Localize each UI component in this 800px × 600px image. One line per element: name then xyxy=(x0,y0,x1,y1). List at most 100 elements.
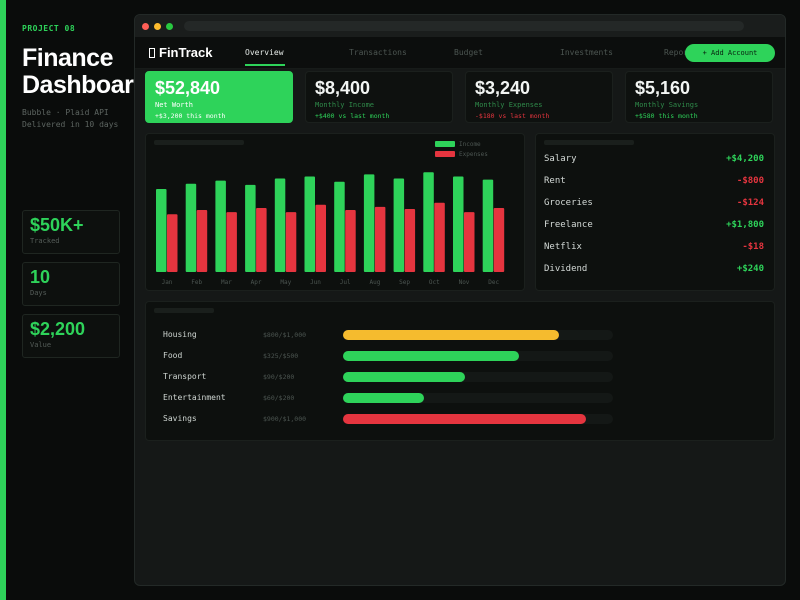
maximize-window-button[interactable] xyxy=(166,22,173,30)
title-line-2: Dashboard xyxy=(22,71,149,99)
promo-column: PROJECT 08 Finance Dashboard Bubble · Pl… xyxy=(22,24,149,131)
budget-panel: Housing $800/$1,000 Food $325/$500 Transport… xyxy=(145,301,775,441)
bar-income-jul[interactable] xyxy=(334,181,345,272)
bar-expenses-jan[interactable] xyxy=(167,214,178,272)
budget-amount: $800/$1,000 xyxy=(263,331,307,339)
stat-card-days: 10 Days xyxy=(22,262,120,306)
bar-income-jan[interactable] xyxy=(156,189,167,272)
x-tick-label-nov: Nov xyxy=(459,279,470,286)
bar-income-feb[interactable] xyxy=(185,183,197,272)
bar-expenses-feb[interactable] xyxy=(196,210,208,272)
bar-expenses-aug[interactable] xyxy=(374,206,386,272)
transaction-row-groceries[interactable]: Groceries -$124 xyxy=(544,198,764,208)
legend-label-income: Income xyxy=(459,140,481,148)
budget-amount: $900/$1,000 xyxy=(263,415,307,423)
kpi-value: $52,840 xyxy=(155,78,221,98)
nav-tab-reports[interactable]: Reports xyxy=(664,48,698,57)
bar-income-mar[interactable] xyxy=(215,180,226,272)
top-navbar: FinTrack Overview Transactions Budget In… xyxy=(135,37,785,69)
income-expenses-chart-panel: Income Expenses Jan Feb Mar Apr May Jun Jul Aug… xyxy=(145,133,525,291)
budget-row-transport[interactable]: Transport $90/$200 xyxy=(163,371,613,383)
x-tick-label-jul: Jul xyxy=(340,279,351,286)
stat-card-value: $2,200 Value xyxy=(22,314,120,358)
x-tick-label-oct: Oct xyxy=(429,279,440,286)
kpi-card-monthly-income[interactable]: $8,400 Monthly Income +$400 vs last mont… xyxy=(305,71,453,123)
subtitle: Bubble · Plaid API Delivered in 10 days xyxy=(22,107,132,131)
transaction-row-freelance[interactable]: Freelance +$1,800 xyxy=(544,220,764,230)
kpi-value: $3,240 xyxy=(475,78,531,98)
kpi-delta: +$400 vs last month xyxy=(315,112,390,120)
transaction-name: Freelance xyxy=(544,220,593,230)
nav-tab-overview[interactable]: Overview xyxy=(245,48,284,57)
bar-income-nov[interactable] xyxy=(453,176,464,272)
budget-progress-fill xyxy=(343,414,586,424)
kpi-delta: -$180 vs last month xyxy=(475,112,550,120)
kpi-delta: +$3,200 this month xyxy=(155,112,226,120)
kpi-label: Monthly Income xyxy=(315,101,375,109)
stat-value: 10 xyxy=(30,267,51,287)
add-account-button[interactable]: + Add Account xyxy=(685,44,775,62)
stat-label: Tracked xyxy=(30,237,60,245)
income-expenses-bar-chart: Jan Feb Mar Apr May Jun Jul Aug Sep Oct Nov Dec xyxy=(156,172,505,286)
minimize-window-button[interactable] xyxy=(154,22,161,30)
budget-row-housing[interactable]: Housing $800/$1,000 xyxy=(163,329,613,341)
kpi-card-monthly-expenses[interactable]: $3,240 Monthly Expenses -$180 vs last mo… xyxy=(465,71,613,123)
bar-expenses-may[interactable] xyxy=(285,212,297,272)
kpi-card-monthly-savings[interactable]: $5,160 Monthly Savings +$580 this month xyxy=(625,71,773,123)
budget-progress-fill xyxy=(343,393,424,403)
app-window: FinTrack Overview Transactions Budget In… xyxy=(134,14,786,586)
budget-progress-track xyxy=(343,330,613,340)
x-tick-label-feb: Feb xyxy=(191,279,202,286)
transaction-name: Rent xyxy=(544,176,566,186)
accent-bar xyxy=(0,0,6,600)
budget-category: Savings xyxy=(163,414,197,423)
nav-tab-transactions[interactable]: Transactions xyxy=(349,48,407,57)
bar-expenses-jul[interactable] xyxy=(345,210,356,272)
bar-expenses-apr[interactable] xyxy=(256,207,267,272)
budget-progress-fill xyxy=(343,330,559,340)
kpi-label: Monthly Savings xyxy=(635,101,699,109)
chart-legend: Income Expenses xyxy=(435,139,488,159)
transaction-row-salary[interactable]: Salary +$4,200 xyxy=(544,154,764,164)
bar-income-sep[interactable] xyxy=(393,178,405,272)
bar-income-aug[interactable] xyxy=(363,174,375,272)
stat-label: Value xyxy=(30,341,52,349)
x-tick-label-aug: Aug xyxy=(369,279,380,286)
transaction-row-dividend[interactable]: Dividend +$240 xyxy=(544,264,764,274)
nav-tab-investments[interactable]: Investments xyxy=(560,48,613,57)
stat-label: Days xyxy=(30,289,47,297)
bar-income-may[interactable] xyxy=(274,178,286,272)
budget-row-entertainment[interactable]: Entertainment $60/$200 xyxy=(163,392,613,404)
budget-row-savings[interactable]: Savings $900/$1,000 xyxy=(163,413,613,425)
bar-expenses-mar[interactable] xyxy=(226,212,237,272)
window-titlebar xyxy=(135,15,785,37)
bar-expenses-dec[interactable] xyxy=(493,207,505,272)
bar-expenses-sep[interactable] xyxy=(404,209,416,272)
x-tick-label-may: May xyxy=(280,279,291,286)
budget-category: Housing xyxy=(163,330,197,339)
budget-progress-track xyxy=(343,372,613,382)
brand-logo[interactable]: FinTrack xyxy=(149,45,212,60)
nav-tab-budget[interactable]: Budget xyxy=(454,48,483,57)
budget-amount: $325/$500 xyxy=(263,352,299,360)
kpi-card-net-worth[interactable]: $52,840 Net Worth +$3,200 this month xyxy=(145,71,293,123)
transaction-name: Dividend xyxy=(544,264,588,274)
bar-expenses-oct[interactable] xyxy=(434,202,445,272)
bar-income-oct[interactable] xyxy=(423,172,434,272)
bar-income-jun[interactable] xyxy=(304,176,316,272)
bar-income-apr[interactable] xyxy=(245,184,256,272)
bar-income-dec[interactable] xyxy=(482,179,494,272)
transaction-name: Netflix xyxy=(544,242,582,252)
budget-row-food[interactable]: Food $325/$500 xyxy=(163,350,613,362)
bar-expenses-jun[interactable] xyxy=(315,204,327,272)
bar-expenses-nov[interactable] xyxy=(464,212,475,272)
legend-item-expenses: Expenses xyxy=(435,149,488,159)
budget-progress-track xyxy=(343,351,613,361)
transaction-row-netflix[interactable]: Netflix -$18 xyxy=(544,242,764,252)
fintrack-logo-icon xyxy=(149,47,155,58)
stat-value: $50K+ xyxy=(30,215,84,235)
close-window-button[interactable] xyxy=(142,22,149,30)
legend-label-expenses: Expenses xyxy=(459,150,488,158)
address-bar[interactable] xyxy=(184,21,744,31)
transaction-row-rent[interactable]: Rent -$800 xyxy=(544,176,764,186)
